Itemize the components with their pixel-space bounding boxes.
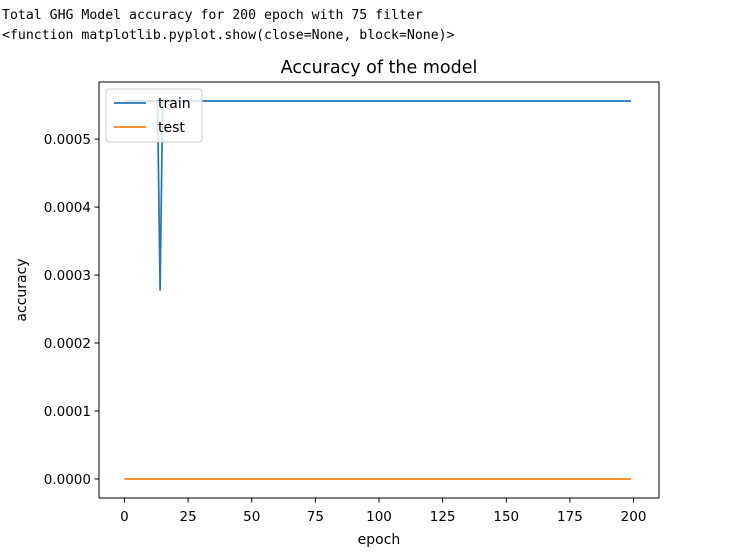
x-tick-label: 75	[307, 509, 324, 525]
x-axis-label: epoch	[358, 532, 401, 548]
x-tick-label: 150	[493, 509, 519, 525]
x-tick-label: 100	[366, 509, 392, 525]
x-tick-label: 175	[557, 509, 583, 525]
x-tick-label: 125	[430, 509, 456, 525]
y-tick-label: 0.0004	[44, 200, 91, 216]
y-tick-label: 0.0000	[44, 472, 91, 488]
x-tick-label: 0	[120, 509, 129, 525]
y-ticks: 0.0000 0.0001 0.0002 0.0003 0.0004 0.0005	[44, 132, 99, 488]
console-line-function-repr: <function matplotlib.pyplot.show(close=N…	[2, 28, 455, 43]
x-tick-label: 200	[621, 509, 647, 525]
x-tick-label: 25	[179, 509, 196, 525]
plot-frame	[98, 81, 660, 499]
y-axis-label: accuracy	[14, 258, 30, 321]
legend-label-train: train	[158, 96, 191, 112]
series-layer	[124, 100, 631, 480]
console-line-summary: Total GHG Model accuracy for 200 epoch w…	[2, 8, 423, 23]
y-tick-label: 0.0002	[44, 336, 91, 352]
y-tick-label: 0.0001	[44, 404, 91, 420]
chart-title: Accuracy of the model	[281, 58, 478, 78]
x-tick-label: 50	[243, 509, 260, 525]
x-ticks: 0 25 50 75 100 125 150 175 200	[120, 498, 646, 525]
console-output: Total GHG Model accuracy for 200 epoch w…	[2, 6, 455, 46]
legend-label-test: test	[158, 120, 185, 136]
legend: train test	[105, 88, 203, 143]
y-tick-label: 0.0005	[44, 132, 91, 148]
y-tick-label: 0.0003	[44, 268, 91, 284]
